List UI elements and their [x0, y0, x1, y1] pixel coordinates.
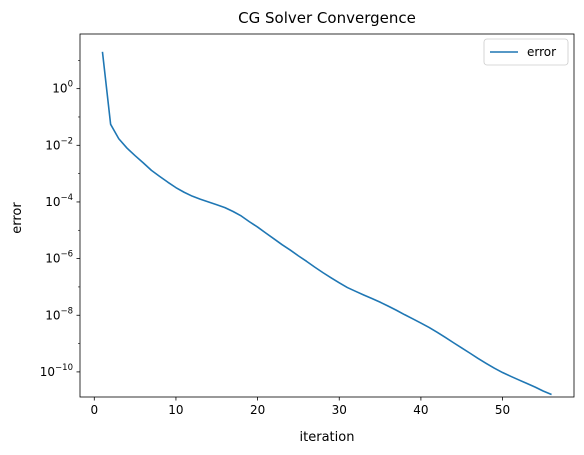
y-tick-label: 10−4	[45, 193, 73, 209]
legend: error	[483, 38, 569, 66]
y-tick-label: 100	[52, 80, 73, 96]
x-tick-label: 20	[250, 403, 265, 417]
legend-box	[483, 38, 569, 66]
x-axis-label: iteration	[300, 430, 355, 445]
chart-title: CG Solver Convergence	[238, 9, 416, 27]
x-tick-label: 30	[332, 403, 347, 417]
axes-frame	[79, 33, 575, 398]
y-tick-label: 10−8	[45, 306, 73, 322]
y-tick-label: 10−6	[45, 250, 73, 266]
x-tick-label: 10	[168, 403, 183, 417]
x-tick-label: 40	[413, 403, 428, 417]
series-line-error	[101, 51, 552, 396]
y-tick-label: 10−10	[40, 363, 73, 379]
y-tick-label: 10−2	[45, 136, 73, 152]
legend-label: error	[527, 45, 556, 59]
plot-area: 0 10 20 30 40 50 100 10−2 10−4 10−6 10−8 10−10 error	[40, 33, 575, 417]
y-axis-label: error	[10, 202, 25, 234]
x-tick-label: 50	[495, 403, 510, 417]
x-tick-label: 0	[90, 403, 98, 417]
